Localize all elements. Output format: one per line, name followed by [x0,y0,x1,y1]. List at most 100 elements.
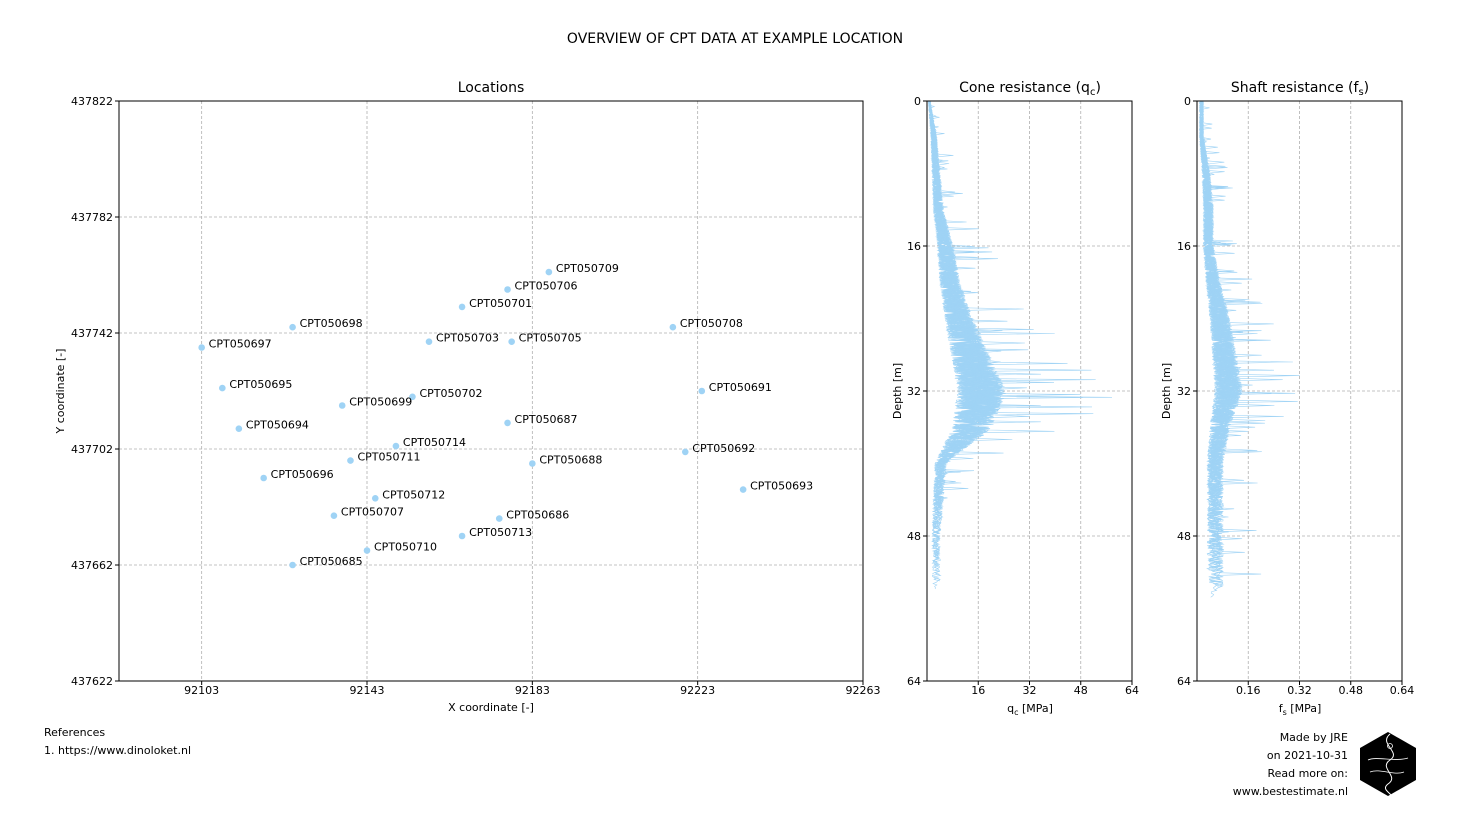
cpt-location-point [545,268,553,276]
cone-resistance-ytick-label: 16 [907,240,921,253]
cpt-location-label: CPT050691 [709,381,772,394]
cpt-location-label: CPT050687 [515,413,578,426]
cone-resistance-cpt-trace [929,100,1094,446]
cone-resistance-xlabel: qc [MPa] [1007,702,1053,717]
cone-resistance-grid [927,100,1133,682]
cpt-location-label: CPT050697 [209,338,272,351]
cpt-location-label: CPT050701 [469,297,532,310]
cone-resistance-ylabel: Depth [m] [891,363,904,419]
shaft-resistance-title: Shaft resistance (fs) [1231,80,1369,98]
shaft-resistance-ytick-label: 0 [1184,95,1191,108]
cpt-location-label: CPT050713 [469,526,532,539]
cpt-location-point [347,457,354,464]
references-heading: References [44,726,106,739]
cpt-location-label: CPT050692 [692,442,755,455]
shaft-resistance-ytick-label: 32 [1177,385,1191,398]
cpt-location-label: CPT050686 [506,509,569,522]
cpt-location-label: CPT050705 [519,332,582,345]
credit-author: Made by JRE [1279,731,1348,744]
locations-xtick-label: 92223 [680,684,715,697]
cone-resistance-lines [928,100,1113,590]
locations-ytick-label: 437822 [71,95,113,108]
credits-block: Made by JRE on 2021-10-31 Read more on: … [1200,729,1348,801]
credit-date: on 2021-10-31 [1266,749,1348,762]
locations-ytick-label: 437702 [71,443,113,456]
cpt-location-point [681,448,689,456]
cpt-location-point [504,419,511,427]
page-title: OVERVIEW OF CPT DATA AT EXAMPLE LOCATION [566,31,904,47]
shaft-resistance-xlabel: fs [MPa] [1279,702,1322,717]
shaft-resistance-cpt-trace [1199,100,1275,531]
shaft-resistance-ytick-label: 16 [1177,240,1191,253]
locations-ytick-label: 437742 [71,327,113,340]
cpt-location-point [219,384,226,392]
cone-resistance-cpt-trace [928,100,1034,560]
cpt-location-point [289,323,296,331]
cpt-location-label: CPT050693 [750,480,813,493]
cpt-location-label: CPT050712 [382,488,445,501]
cpt-location-point [669,323,677,331]
cpt-location-label: CPT050714 [403,436,466,449]
cpt-location-point [363,547,371,554]
cpt-location-label: CPT050703 [436,332,499,345]
cone-resistance-ytick-label: 64 [907,675,921,688]
cpt-location-point [409,393,416,401]
cpt-location-label: CPT050685 [300,555,363,568]
locations-chart: Locations X coordinate [-] Y coordinate … [54,80,881,714]
cpt-location-label: CPT050696 [271,468,334,481]
cone-resistance-xtick-label: 32 [1023,684,1037,697]
cone-resistance-ytick-label: 32 [907,385,921,398]
cone-resistance-xtick-label: 64 [1125,684,1139,697]
cone-resistance-title: Cone resistance (qc) [959,80,1101,98]
locations-title: Locations [458,80,525,96]
cpt-location-label: CPT050711 [357,451,420,464]
cone-resistance-cpt-trace [928,100,1055,541]
cpt-location-label: CPT050709 [556,262,619,275]
shaft-resistance-ticks: 0.16 0.32 0.48 0.64 0 16 32 48 64 [1177,95,1414,697]
locations-xtick-label: 92263 [846,684,881,697]
cpt-location-label: CPT050710 [374,541,437,554]
locations-xtick-label: 92143 [350,684,385,697]
reference-link-dinoloket[interactable]: 1. https://www.dinoloket.nl [44,744,192,757]
cpt-location-label: CPT050702 [419,387,482,400]
cone-resistance-xtick-label: 16 [971,684,985,697]
locations-ytick-label: 437622 [71,675,113,688]
cone-resistance-ytick-label: 0 [914,95,921,108]
cpt-location-point [504,286,511,293]
cpt-location-point [495,515,503,522]
shaft-resistance-xtick-label: 0.16 [1236,684,1261,697]
cpt-location-label: CPT050695 [229,378,292,391]
locations-xlabel: X coordinate [-] [448,701,534,714]
cpt-location-label: CPT050688 [539,454,602,467]
cpt-location-point [198,344,205,351]
cone-resistance-xtick-label: 48 [1074,684,1088,697]
cone-resistance-ticks: 16 32 48 64 0 16 32 48 64 [907,95,1139,697]
cpt-location-point [289,561,296,569]
shaft-resistance-lines [1198,100,1300,598]
cpt-location-label: CPT050707 [341,506,404,519]
cone-resistance-chart: Cone resistance (qc) qc [MPa] Depth [m] … [891,80,1139,717]
cpt-location-point [458,532,466,540]
credit-website-link[interactable]: www.bestestimate.nl [1232,785,1348,798]
cone-resistance-cpt-trace [928,100,1024,582]
cone-resistance-ytick-label: 48 [907,530,921,543]
cpt-location-point [330,512,338,519]
shaft-resistance-xtick-label: 0.32 [1287,684,1312,697]
cpt-location-point [698,387,706,395]
references-block: References 1. https://www.dinoloket.nl [44,724,191,760]
locations-plot-frame [118,100,864,682]
cpt-location-point [392,442,400,450]
shaft-resistance-xtick-label: 0.48 [1339,684,1364,697]
cpt-location-point [235,425,243,433]
shaft-resistance-xtick-label: 0.64 [1390,684,1415,697]
shaft-resistance-ytick-label: 64 [1177,675,1191,688]
shaft-resistance-ylabel: Depth [m] [1160,363,1173,419]
cpt-location-label: CPT050706 [515,280,578,293]
locations-xtick-label: 92103 [184,684,219,697]
cpt-location-point [458,303,466,311]
cone-resistance-cpt-trace [928,100,1002,438]
cpt-location-point [260,474,267,482]
cpt-location-point [739,486,747,493]
cpt-location-point [338,402,346,409]
